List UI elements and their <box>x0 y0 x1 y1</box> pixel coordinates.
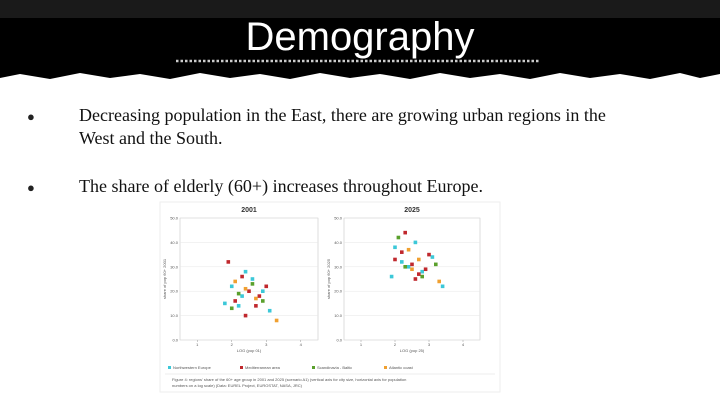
point <box>229 306 234 311</box>
y-tick-label: 10.0 <box>334 313 343 318</box>
header-band <box>0 0 720 79</box>
legend-swatch <box>312 366 315 369</box>
point <box>254 296 258 301</box>
point <box>257 294 262 298</box>
point <box>229 284 234 289</box>
x-axis-label: LOG (pop 01) <box>237 348 262 353</box>
point <box>243 286 248 291</box>
point <box>261 289 265 293</box>
header-shade <box>0 0 720 18</box>
bullet-dot: ● <box>27 109 35 124</box>
bullet-text: The share of elderly (60+) increases thr… <box>79 176 483 197</box>
chart-title: 2001 <box>241 207 257 214</box>
legend-label: Mediterranean area <box>245 365 281 370</box>
x-tick-label: 1 <box>360 342 363 347</box>
point <box>406 247 411 252</box>
y-tick-label: 0.0 <box>172 338 178 343</box>
y-tick-label: 30.0 <box>334 264 343 269</box>
plot-area <box>343 217 481 341</box>
point <box>226 260 231 264</box>
chart-title: 2025 <box>404 207 420 214</box>
x-tick-label: 2 <box>394 342 397 347</box>
point <box>274 318 279 323</box>
point <box>410 267 414 272</box>
x-axis-label: LOG (pop 25) <box>400 348 425 353</box>
y-tick-label: 50.0 <box>334 216 343 221</box>
x-tick-label: 4 <box>462 342 465 347</box>
point <box>434 262 438 267</box>
point <box>247 289 251 293</box>
point <box>223 301 227 306</box>
x-tick-label: 1 <box>196 342 199 347</box>
legend-label: Atlantic coast <box>389 365 414 370</box>
legend-swatch <box>384 366 387 369</box>
caption: Figure 4: regions' share of the 60+ age … <box>172 377 406 382</box>
y-tick-label: 40.0 <box>334 240 343 245</box>
legend-swatch <box>240 366 243 369</box>
point <box>267 308 272 313</box>
point <box>420 269 424 274</box>
point <box>440 284 445 289</box>
point <box>413 277 418 281</box>
point <box>393 257 397 262</box>
y-tick-label: 20.0 <box>334 289 343 294</box>
y-tick-label: 10.0 <box>170 313 179 318</box>
y-tick-label: 20.0 <box>170 289 179 294</box>
point <box>393 245 397 250</box>
point <box>417 257 421 262</box>
point <box>264 284 269 289</box>
y-tick-label: 0.0 <box>336 338 342 343</box>
point <box>236 304 241 308</box>
point <box>413 240 418 245</box>
point <box>236 291 241 296</box>
point <box>400 260 404 264</box>
y-axis-label: share of pop 60+ 2001 <box>162 258 167 299</box>
y-tick-label: 50.0 <box>170 216 179 221</box>
x-tick-label: 4 <box>300 342 303 347</box>
point <box>250 277 255 281</box>
point <box>254 304 258 308</box>
point <box>410 262 414 267</box>
point <box>243 313 248 318</box>
x-tick-label: 2 <box>231 342 234 347</box>
point <box>233 279 237 284</box>
bullet-text: Decreasing population in the East, there… <box>79 105 606 125</box>
point <box>406 265 411 269</box>
plot-area <box>179 217 319 341</box>
y-tick-label: 40.0 <box>170 240 179 245</box>
legend-label: Scandinavia - Baltic <box>317 365 352 370</box>
y-axis-label: share of pop 60+ 2025 <box>326 258 331 299</box>
x-tick-label: 3 <box>428 342 431 347</box>
point <box>400 250 404 254</box>
point <box>420 274 424 279</box>
point <box>250 282 255 286</box>
point <box>243 269 248 274</box>
point <box>427 252 431 257</box>
point <box>389 274 394 279</box>
slide-title: Demography <box>245 15 474 59</box>
point <box>430 255 435 259</box>
point <box>423 267 428 272</box>
point <box>240 294 244 298</box>
y-tick-label: 30.0 <box>170 264 179 269</box>
bullet-text: West and the South. <box>79 128 223 148</box>
point <box>240 274 244 279</box>
legend-label: Northwestern Europe <box>173 365 212 370</box>
point <box>261 299 265 303</box>
point <box>417 272 421 276</box>
legend-swatch <box>168 366 171 369</box>
point <box>403 265 407 269</box>
point <box>403 230 407 235</box>
point <box>233 299 237 303</box>
point <box>437 279 441 284</box>
caption: numbers on a log scale) (Data: EUREL Pro… <box>172 383 303 388</box>
x-tick-label: 3 <box>265 342 268 347</box>
point <box>396 235 401 240</box>
bullet-dot: ● <box>27 180 35 195</box>
